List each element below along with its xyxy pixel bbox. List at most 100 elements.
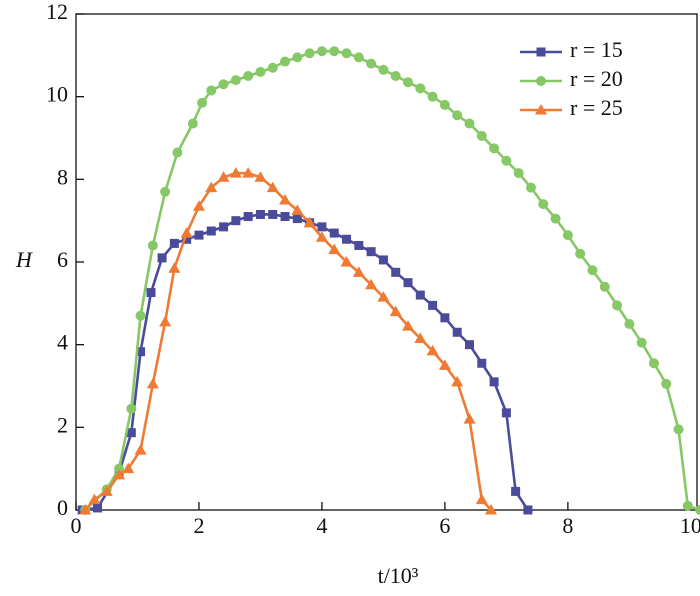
- x-tick-label: 10: [680, 513, 700, 538]
- x-tick-label: 6: [439, 513, 450, 538]
- marker: [267, 62, 278, 73]
- marker: [378, 255, 388, 265]
- marker: [489, 377, 499, 387]
- marker: [219, 222, 229, 232]
- marker: [304, 48, 315, 59]
- y-tick-label: 6: [57, 247, 68, 272]
- marker: [403, 77, 414, 88]
- y-tick-label: 10: [46, 82, 68, 107]
- marker: [427, 91, 438, 102]
- marker: [485, 504, 498, 515]
- marker: [513, 168, 524, 179]
- marker: [501, 408, 511, 418]
- marker: [192, 200, 205, 211]
- marker: [391, 267, 401, 277]
- marker: [535, 104, 547, 115]
- marker: [329, 46, 340, 57]
- marker: [389, 305, 402, 317]
- marker: [575, 248, 586, 259]
- marker: [599, 281, 610, 292]
- marker: [100, 485, 113, 496]
- marker: [695, 505, 700, 515]
- marker: [291, 204, 304, 215]
- y-tick-label: 12: [46, 0, 68, 24]
- y-tick-label: 0: [57, 495, 68, 520]
- marker: [452, 327, 462, 337]
- marker: [292, 52, 303, 63]
- marker: [114, 463, 125, 474]
- marker: [255, 66, 266, 77]
- marker: [438, 359, 451, 370]
- marker: [147, 240, 158, 251]
- marker: [317, 222, 327, 232]
- marker: [329, 228, 339, 238]
- marker: [464, 118, 475, 129]
- marker: [243, 212, 253, 222]
- marker: [562, 230, 573, 241]
- marker: [390, 71, 401, 81]
- marker: [648, 358, 659, 369]
- marker: [366, 58, 377, 69]
- x-tick-label: 2: [193, 513, 204, 538]
- marker: [476, 130, 487, 141]
- marker: [217, 171, 230, 182]
- marker: [168, 262, 181, 273]
- marker: [206, 85, 217, 96]
- marker: [254, 171, 267, 182]
- marker: [439, 99, 450, 110]
- marker: [255, 209, 265, 219]
- marker: [157, 253, 167, 263]
- marker: [169, 238, 179, 248]
- marker: [231, 216, 241, 226]
- x-axis-label: t/10³: [378, 563, 419, 588]
- marker: [550, 213, 561, 224]
- marker: [268, 209, 278, 219]
- marker: [292, 214, 302, 224]
- marker: [316, 46, 327, 57]
- y-tick-label: 4: [57, 330, 68, 355]
- marker: [342, 234, 352, 244]
- marker: [279, 194, 292, 205]
- marker: [134, 444, 147, 455]
- marker: [536, 47, 546, 57]
- series-line: [81, 213, 530, 512]
- marker: [122, 462, 135, 474]
- marker: [440, 313, 450, 323]
- marker: [354, 240, 364, 250]
- marker: [242, 167, 255, 178]
- marker: [126, 403, 137, 414]
- marker: [426, 344, 439, 356]
- marker: [501, 155, 512, 166]
- marker: [414, 332, 427, 343]
- marker: [172, 147, 183, 158]
- marker: [402, 320, 415, 331]
- marker: [205, 181, 218, 193]
- marker: [415, 83, 426, 94]
- y-tick-label: 2: [57, 412, 68, 437]
- marker: [194, 230, 204, 240]
- marker: [523, 505, 533, 515]
- marker: [377, 291, 390, 302]
- x-tick-label: 8: [562, 513, 573, 538]
- marker: [452, 110, 463, 121]
- marker: [187, 118, 198, 129]
- marker: [403, 278, 413, 288]
- marker: [280, 56, 291, 67]
- y-tick-label: 8: [57, 164, 68, 189]
- marker: [126, 428, 136, 438]
- marker: [182, 234, 192, 244]
- marker: [93, 503, 103, 513]
- marker: [525, 182, 536, 193]
- marker: [328, 243, 341, 255]
- marker: [415, 290, 425, 300]
- marker: [366, 247, 376, 257]
- y-axis-label: H: [15, 247, 33, 272]
- marker: [341, 48, 352, 59]
- marker: [451, 375, 464, 387]
- marker: [79, 504, 92, 515]
- marker: [180, 227, 193, 238]
- marker: [113, 468, 126, 480]
- marker: [682, 500, 693, 511]
- marker: [135, 310, 146, 321]
